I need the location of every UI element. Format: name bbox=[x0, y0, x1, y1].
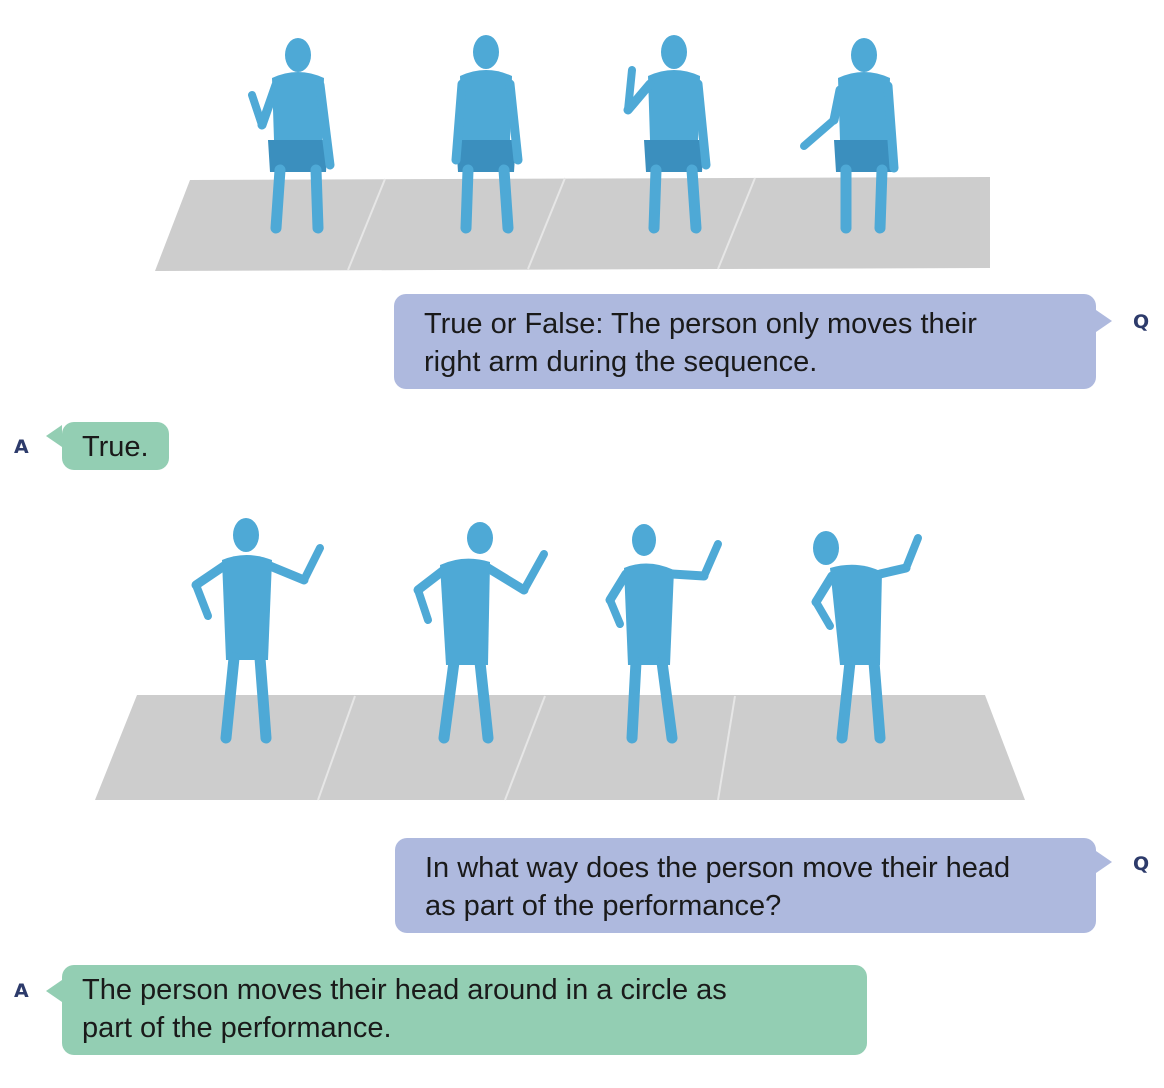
standing-pose-sequence-scene bbox=[0, 490, 1164, 810]
question-2-line-1: In what way does the person move their h… bbox=[425, 852, 1011, 884]
question-bubble-2-tail bbox=[1096, 851, 1112, 873]
standing-pose-sequence-image bbox=[95, 518, 1025, 801]
answer-bubble-2-tail bbox=[46, 980, 62, 1002]
question-2-speaker-label: Q bbox=[1133, 853, 1150, 875]
answer-2-line-1: The person moves their head around in a … bbox=[82, 974, 727, 1006]
answer-bubble-1-tail bbox=[46, 425, 62, 447]
seated-pose-sequence-image bbox=[155, 35, 990, 271]
floor-plane bbox=[155, 177, 990, 271]
floor-plane bbox=[95, 695, 1025, 801]
standing-figure-4 bbox=[811, 531, 922, 744]
standing-figure-1 bbox=[191, 518, 324, 744]
answer-1-line-1: True. bbox=[82, 431, 149, 463]
question-2-line-2: as part of the performance? bbox=[425, 890, 782, 922]
seated-figure-4 bbox=[800, 38, 899, 234]
answer-bubble-2: The person moves their head around in a … bbox=[62, 965, 867, 1055]
question-bubble-2: In what way does the person move their h… bbox=[395, 838, 1096, 933]
question-1-line-2: right arm during the sequence. bbox=[424, 346, 818, 378]
standing-figure-2 bbox=[413, 522, 548, 744]
question-bubble-1: True or False: The person only moves the… bbox=[394, 294, 1096, 389]
standing-figure-3 bbox=[605, 524, 722, 744]
seated-figure-3 bbox=[623, 35, 711, 234]
answer-2-line-2: part of the performance. bbox=[82, 1012, 392, 1044]
question-1-line-1: True or False: The person only moves the… bbox=[424, 308, 977, 340]
answer-1-speaker-label: A bbox=[14, 436, 29, 458]
answer-bubble-1: True. bbox=[62, 422, 169, 470]
seated-figure-2 bbox=[451, 35, 523, 234]
question-bubble-1-tail bbox=[1096, 310, 1112, 332]
seated-figure-1 bbox=[248, 38, 335, 234]
question-1-speaker-label: Q bbox=[1133, 311, 1150, 333]
seated-pose-sequence-scene bbox=[0, 0, 1164, 290]
answer-2-speaker-label: A bbox=[14, 980, 29, 1002]
